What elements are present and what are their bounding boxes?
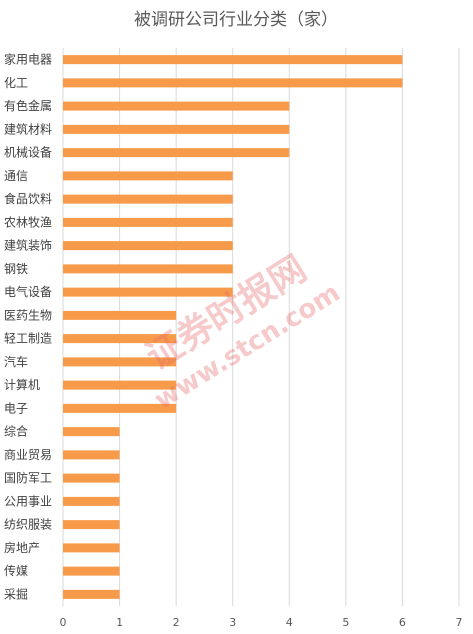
- bar: [63, 148, 290, 158]
- bar: [63, 78, 403, 88]
- category-label: 汽车: [4, 354, 28, 369]
- category-label: 商业贸易: [4, 447, 52, 462]
- category-label: 家用电器: [4, 52, 52, 67]
- category-label: 电子: [4, 401, 28, 415]
- bar: [63, 520, 120, 530]
- bar: [63, 566, 120, 576]
- bar: [63, 171, 233, 181]
- x-tick-label: 3: [229, 616, 236, 629]
- bar: [63, 543, 120, 553]
- category-label: 计算机: [4, 377, 40, 392]
- category-labels: 家用电器化工有色金属建筑材料机械设备通信食品饮料农林牧渔建筑装饰钢铁电气设备医药…: [4, 52, 52, 602]
- category-label: 房地产: [4, 540, 40, 555]
- bar: [63, 264, 233, 274]
- category-label: 化工: [4, 76, 28, 90]
- bar: [63, 101, 290, 111]
- gridlines: [62, 48, 460, 606]
- x-tick-label: 7: [456, 616, 463, 629]
- bar: [63, 217, 233, 227]
- category-label: 建筑材料: [4, 121, 52, 136]
- category-label: 建筑装饰: [4, 238, 52, 253]
- category-label: 国防军工: [4, 470, 52, 485]
- category-label: 综合: [4, 424, 28, 439]
- category-label: 食品饮料: [4, 191, 52, 206]
- bar: [63, 496, 120, 506]
- bar: [63, 287, 233, 297]
- category-label: 电气设备: [4, 284, 52, 299]
- x-tick-label: 0: [60, 616, 67, 629]
- bar: [63, 124, 290, 134]
- category-label: 传媒: [4, 563, 28, 578]
- x-tick-label: 4: [286, 616, 293, 629]
- category-label: 医药生物: [4, 308, 52, 322]
- bar: [63, 310, 177, 320]
- category-label: 钢铁: [4, 262, 28, 276]
- bar: [63, 334, 177, 344]
- bar: [63, 55, 403, 65]
- bar: [63, 194, 233, 204]
- category-label: 公用事业: [4, 494, 52, 508]
- category-label: 机械设备: [4, 145, 52, 160]
- chart-title: 被调研公司行业分类（家）: [134, 10, 338, 30]
- bars: [63, 55, 403, 599]
- bar: [63, 427, 120, 437]
- category-label: 纺织服装: [4, 518, 52, 532]
- x-tick-label: 2: [173, 616, 180, 629]
- bar: [63, 380, 177, 390]
- bar: [63, 589, 120, 599]
- category-label: 通信: [4, 169, 28, 183]
- bar: [63, 357, 177, 367]
- category-label: 采掘: [4, 586, 28, 601]
- x-tick-label: 6: [399, 616, 406, 629]
- bar: [63, 241, 233, 251]
- category-label: 有色金属: [4, 98, 52, 113]
- category-label: 农林牧渔: [4, 215, 52, 229]
- bar: [63, 450, 120, 460]
- x-tick-labels: 0 1 2 3 4 5 6 7: [60, 616, 463, 629]
- bar: [63, 403, 177, 413]
- x-tick-label: 5: [342, 616, 349, 629]
- category-label: 轻工制造: [4, 332, 52, 346]
- x-tick-label: 1: [116, 616, 123, 629]
- bar: [63, 473, 120, 483]
